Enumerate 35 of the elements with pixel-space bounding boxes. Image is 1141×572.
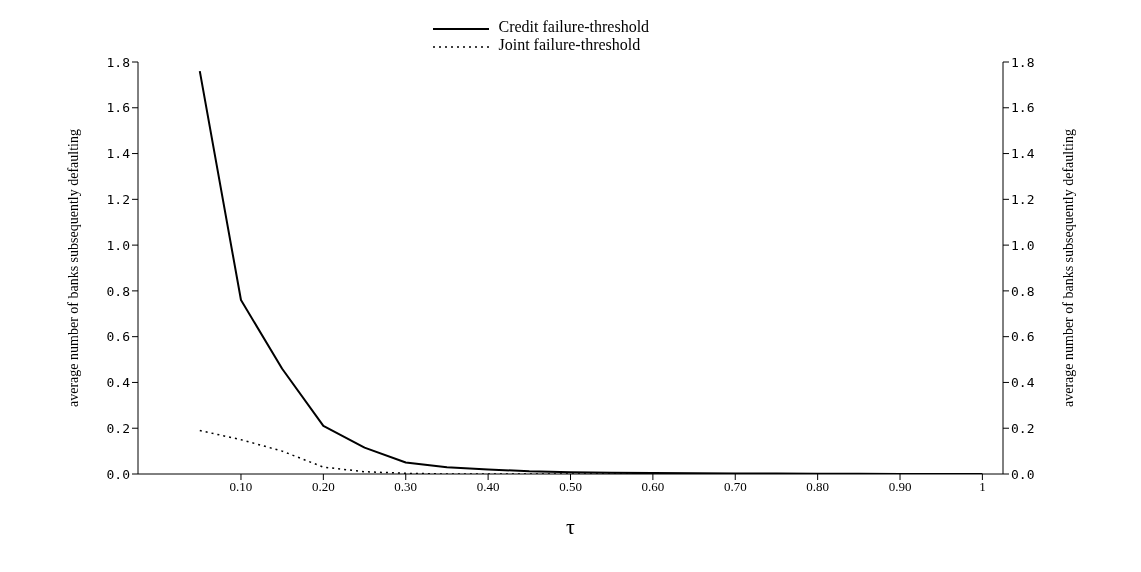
y-tick-label: 1.6 — [106, 100, 130, 116]
y-tick-label: 1.8 — [106, 54, 130, 70]
y-tick-label: 0.2 — [106, 420, 130, 436]
legend-label: Joint failure-threshold — [498, 36, 641, 54]
y2-tick-label: 1.6 — [1011, 100, 1035, 116]
x-tick-label: 0.90 — [888, 479, 912, 495]
y2-tick-label: 0.6 — [1011, 329, 1035, 345]
x-axis-title: τ — [566, 514, 576, 539]
y-tick-label: 1.0 — [106, 237, 130, 253]
y2-tick-label: 1.4 — [1011, 146, 1035, 162]
y-axis-title: average number of banks subsequently defaulting — [65, 129, 81, 407]
y2-tick-label: 0.8 — [1011, 283, 1035, 299]
y2-tick-label: 0.4 — [1011, 375, 1035, 391]
x-tick-label: 1 — [979, 479, 986, 495]
y-tick-label: 0.6 — [106, 329, 130, 345]
x-tick-label: 0.30 — [394, 479, 418, 495]
y-tick-label: 0.4 — [106, 375, 131, 391]
y-tick-label: 1.4 — [106, 146, 131, 162]
x-tick-label: 0.70 — [723, 479, 747, 495]
y2-tick-label: 1.0 — [1011, 237, 1035, 253]
x-tick-label: 0.40 — [476, 479, 500, 495]
y2-tick-label: 1.2 — [1011, 191, 1035, 207]
y2-tick-label: 0.0 — [1011, 466, 1035, 482]
x-tick-label: 0.50 — [559, 479, 582, 495]
y-tick-label: 0.0 — [106, 466, 130, 482]
y2-axis-title: average number of banks subsequently defaulting — [1060, 129, 1076, 407]
y-tick-label: 1.2 — [106, 191, 130, 207]
y2-tick-label: 1.8 — [1011, 54, 1035, 70]
x-tick-label: 0.20 — [311, 479, 335, 495]
x-tick-label: 0.80 — [806, 479, 830, 495]
y2-tick-label: 0.2 — [1011, 420, 1035, 436]
legend-label: Credit failure-threshold — [498, 18, 650, 36]
x-tick-label: 0.10 — [229, 479, 253, 495]
y-tick-label: 0.8 — [106, 283, 130, 299]
x-tick-label: 0.60 — [641, 479, 665, 495]
